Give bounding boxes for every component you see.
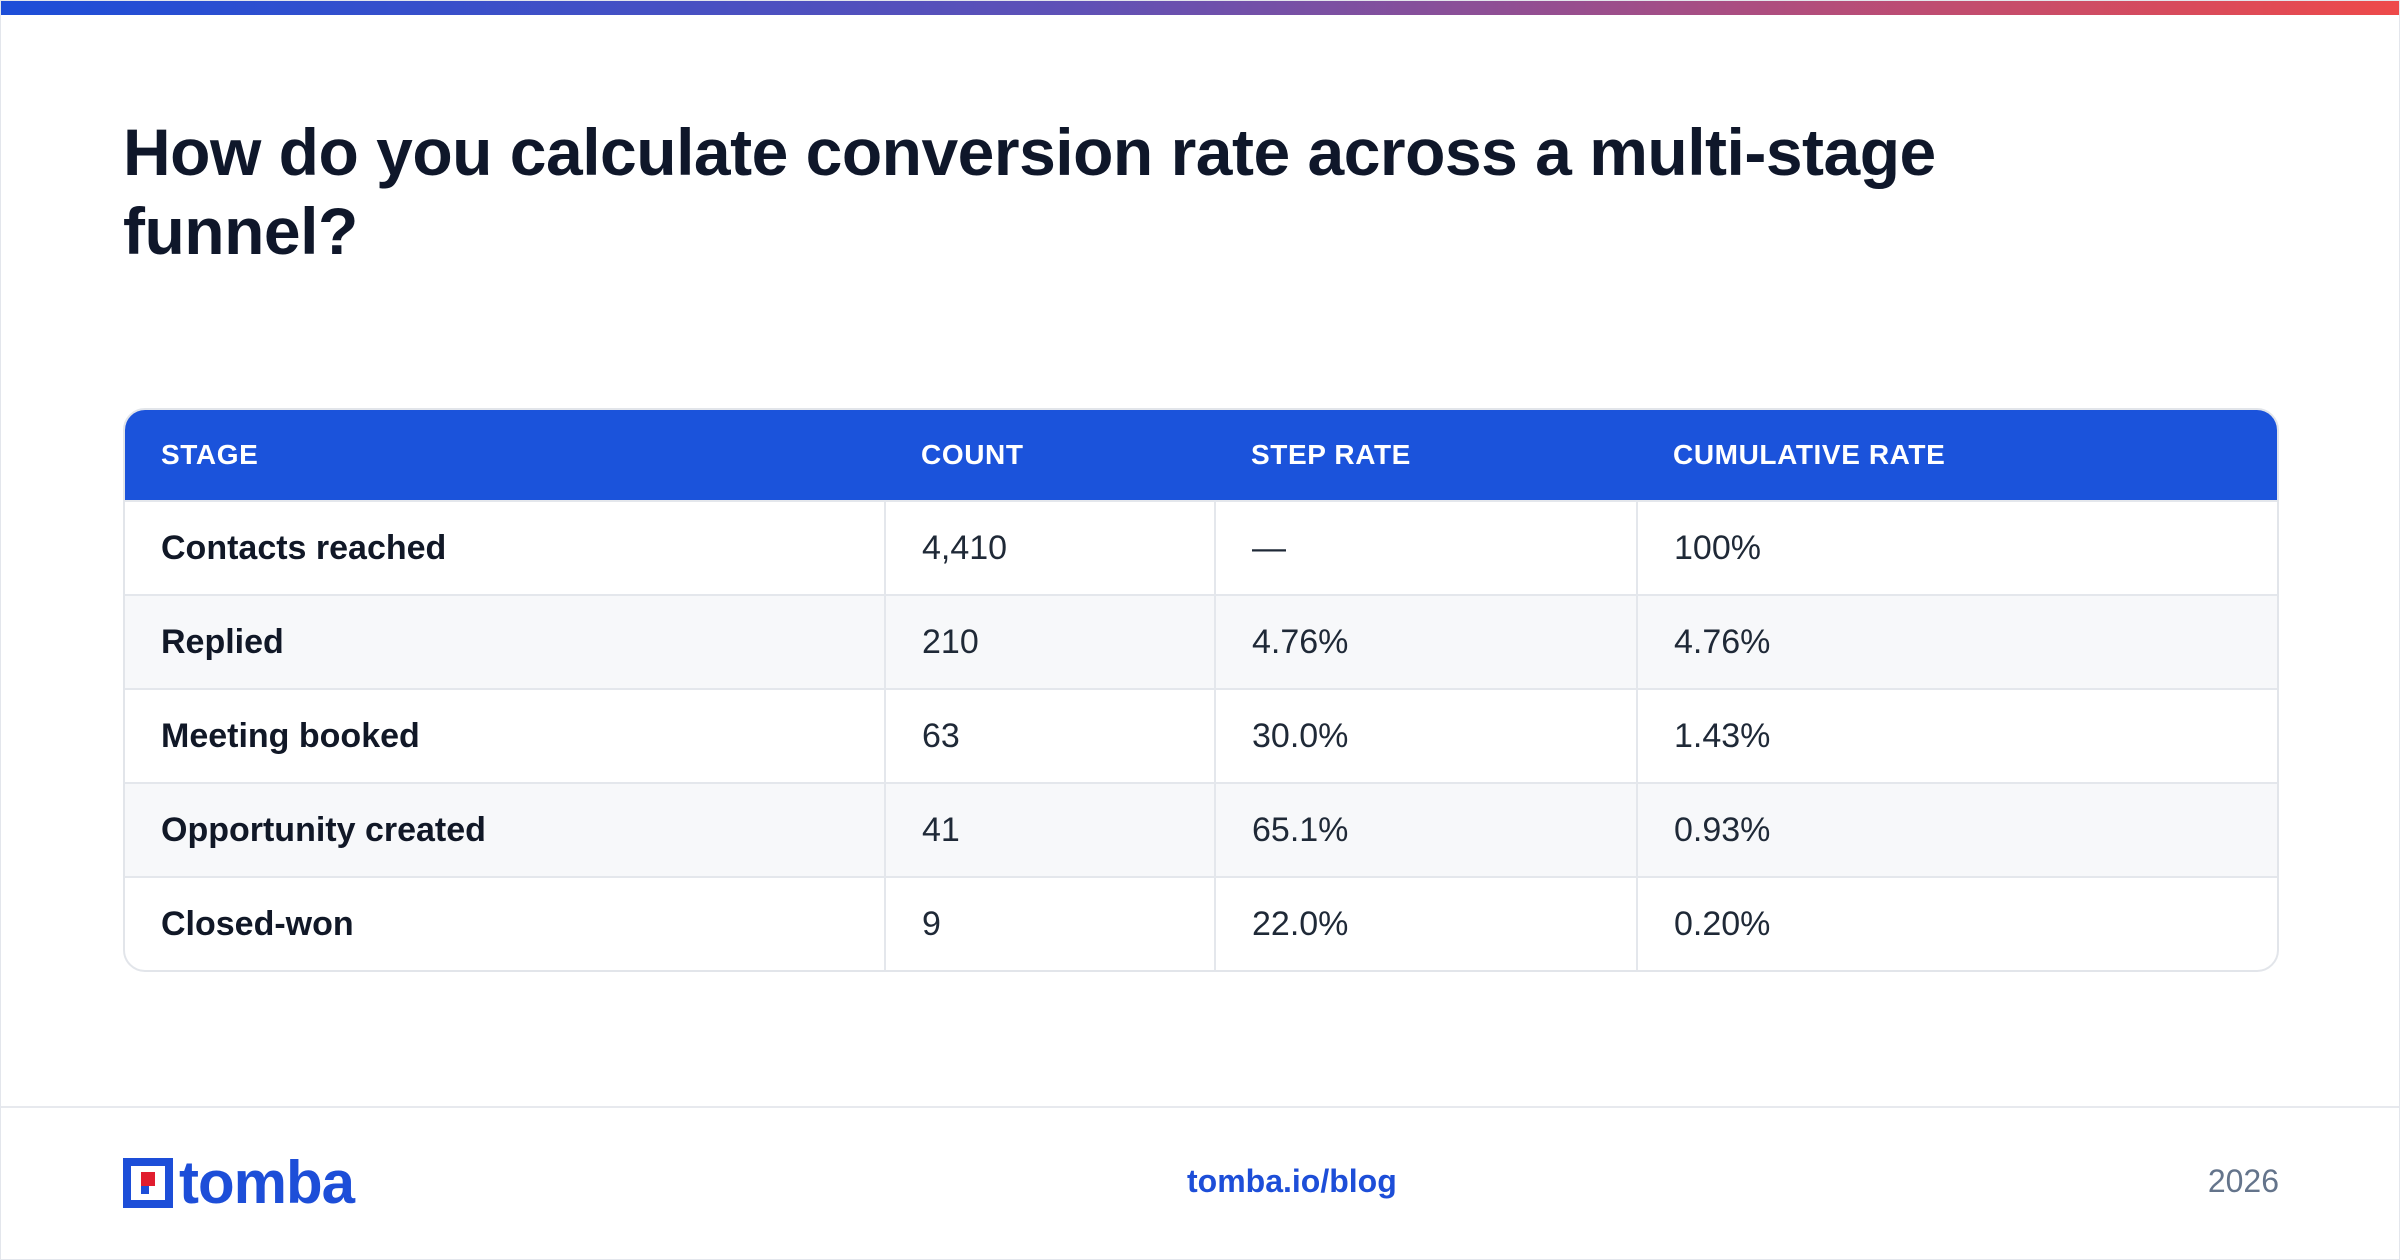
cell-step-rate: 4.76% (1214, 594, 1637, 689)
table-header-row: STAGE COUNT STEP RATE CUMULATIVE RATE (125, 410, 2277, 501)
cell-step-rate: 30.0% (1214, 688, 1637, 783)
funnel-table: STAGE COUNT STEP RATE CUMULATIVE RATE Co… (125, 410, 2277, 970)
cell-count: 9 (884, 876, 1215, 970)
cell-step-rate: 22.0% (1214, 876, 1637, 970)
cell-stage: Contacts reached (125, 500, 885, 595)
cell-stage: Meeting booked (125, 688, 885, 783)
logo-wordmark: tomba (179, 1149, 355, 1216)
cell-cumulative-rate: 0.20% (1636, 876, 2277, 970)
table-row: Replied 210 4.76% 4.76% (125, 594, 2277, 689)
cell-step-rate: 65.1% (1214, 782, 1637, 877)
blog-link[interactable]: tomba.io/blog (1187, 1163, 1397, 1199)
cell-cumulative-rate: 1.43% (1636, 688, 2277, 783)
cell-count: 210 (884, 594, 1215, 689)
cell-stage: Closed-won (125, 876, 885, 970)
header-cumulative-rate: CUMULATIVE RATE (1637, 410, 2277, 501)
cell-cumulative-rate: 0.93% (1636, 782, 2277, 877)
cell-count: 63 (884, 688, 1215, 783)
cell-stage: Opportunity created (125, 782, 885, 877)
table-row: Meeting booked 63 30.0% 1.43% (125, 688, 2277, 783)
header-step-rate: STEP RATE (1215, 410, 1637, 501)
funnel-table-card: STAGE COUNT STEP RATE CUMULATIVE RATE Co… (123, 408, 2279, 972)
table-row: Closed-won 9 22.0% 0.20% (125, 876, 2277, 970)
header-stage: STAGE (125, 410, 885, 501)
top-gradient-bar (1, 1, 2399, 15)
table-row: Opportunity created 41 65.1% 0.93% (125, 782, 2277, 877)
footer-divider (1, 1106, 2399, 1108)
tomba-logo-icon (123, 1158, 173, 1208)
cell-step-rate: — (1214, 500, 1637, 595)
table-row: Contacts reached 4,410 — 100% (125, 500, 2277, 595)
cell-stage: Replied (125, 594, 885, 689)
header-count: COUNT (885, 410, 1215, 501)
cell-count: 41 (884, 782, 1215, 877)
tomba-logo: tomba (123, 1149, 355, 1216)
page-title: How do you calculate conversion rate acr… (123, 115, 1936, 268)
cell-cumulative-rate: 100% (1636, 500, 2277, 595)
cell-count: 4,410 (884, 500, 1215, 595)
footer-year: 2026 (2207, 1163, 2279, 1199)
cell-cumulative-rate: 4.76% (1636, 594, 2277, 689)
